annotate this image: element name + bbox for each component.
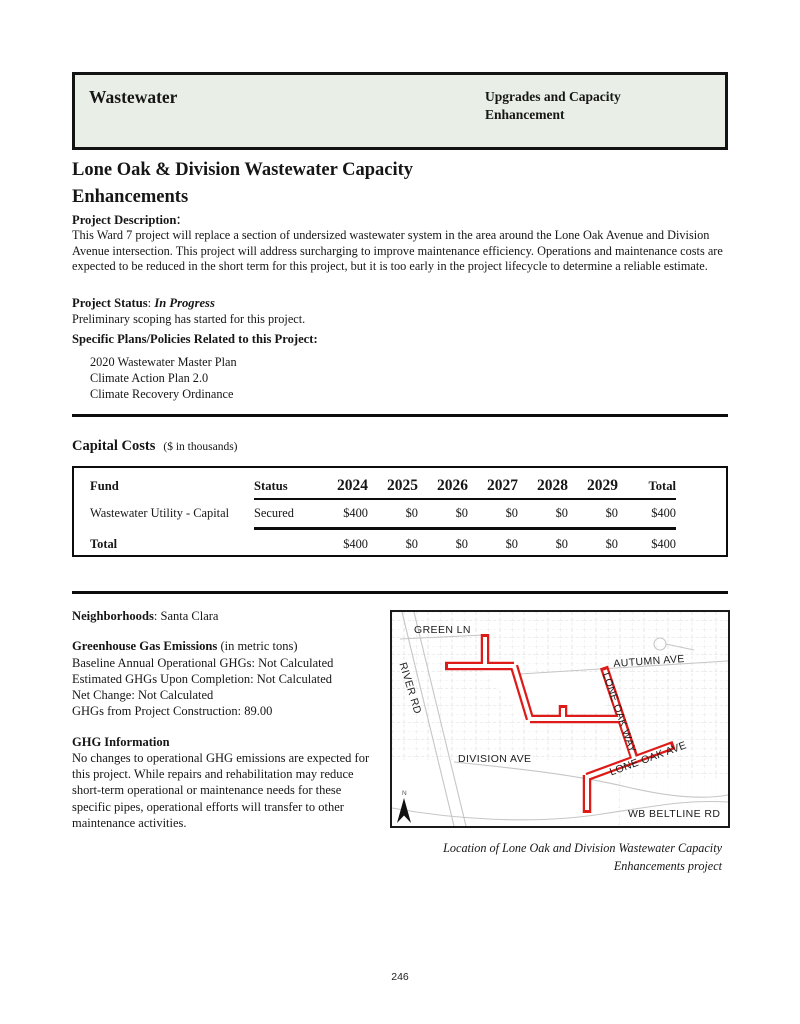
header-box: Wastewater Upgrades and Capacity Enhance…	[72, 72, 728, 150]
project-status-value: In Progress	[154, 296, 215, 310]
total-value: $0	[455, 537, 468, 551]
total-label: Total	[90, 537, 118, 551]
location-map: GREEN LN RIVER RD AUTUMN AVE LONE OAK WA…	[390, 610, 730, 828]
neighborhoods-label: Neighborhoods	[72, 609, 154, 623]
ghg-line: GHGs from Project Construction: 89.00	[72, 704, 273, 718]
column-header-year: 2024	[337, 477, 368, 494]
plan-item: Climate Action Plan 2.0	[90, 371, 209, 385]
fund-value: $0	[405, 506, 418, 520]
ghg-info-text: No changes to operational GHG emissions …	[72, 751, 370, 830]
fund-value: $0	[555, 506, 568, 520]
map-label-north: N	[402, 790, 407, 797]
capital-costs-subtitle: ($ in thousands)	[163, 441, 238, 453]
column-header-year: 2027	[487, 477, 518, 494]
page-title: Lone Oak & Division Wastewater Capacity …	[72, 160, 414, 207]
total-value: $400	[343, 537, 368, 551]
ghg-line: Net Change: Not Calculated	[72, 688, 214, 702]
column-header-year: 2025	[387, 477, 418, 494]
page-number: 246	[391, 971, 409, 983]
project-status-line: Project Status: In Progress	[72, 296, 215, 310]
fund-name: Wastewater Utility - Capital	[90, 506, 230, 520]
column-header-status: Status	[254, 479, 288, 493]
project-status-note: Preliminary scoping has started for this…	[72, 312, 306, 326]
plans-label: Specific Plans/Policies Related to this …	[72, 332, 318, 346]
north-arrow-icon	[397, 798, 411, 823]
map-graphic	[392, 612, 728, 826]
fund-value: $0	[505, 506, 518, 520]
column-header-fund: Fund	[90, 479, 119, 493]
column-header-year: 2028	[537, 477, 568, 494]
neighborhoods-value: Santa Clara	[160, 609, 219, 623]
plan-item: Climate Recovery Ordinance	[90, 387, 234, 401]
fund-value: $0	[605, 506, 618, 520]
total-value: $0	[555, 537, 568, 551]
project-description-label: Project Description:	[72, 211, 181, 228]
fund-value: $0	[455, 506, 468, 520]
ghg-line: Baseline Annual Operational GHGs: Not Ca…	[72, 656, 334, 670]
fund-value: $400	[343, 506, 368, 520]
column-header-total: Total	[648, 479, 676, 493]
column-header-year: 2026	[437, 477, 468, 494]
fund-row-total: $400	[651, 506, 676, 520]
column-header-year: 2029	[587, 477, 618, 494]
project-status-label: Project Status	[72, 296, 148, 310]
table-row: Wastewater Utility - Capital Secured $40…	[90, 506, 726, 530]
section-divider	[72, 591, 728, 594]
table-header-row: Fund Status 2024 2025 2026 2027 2028 202…	[90, 477, 726, 500]
total-value: $0	[505, 537, 518, 551]
fund-status: Secured	[254, 506, 294, 520]
project-route-highlight	[445, 634, 676, 813]
neighborhoods-line: Neighborhoods: Santa Clara	[72, 609, 219, 623]
table-total-row: Total $400 $0 $0 $0 $0 $0 $400	[90, 537, 726, 552]
map-label-wb-beltline-rd: WB BELTLINE RD	[628, 808, 721, 820]
ghg-emissions-heading: Greenhouse Gas Emissions (in metric tons…	[72, 639, 298, 653]
project-description-text: This Ward 7 project will replace a secti…	[72, 228, 723, 274]
plan-item: 2020 Wastewater Master Plan	[90, 355, 237, 369]
section-divider	[72, 414, 728, 417]
map-label-green-ln: GREEN LN	[414, 624, 471, 636]
map-label-division-ave: DIVISION AVE	[458, 753, 532, 765]
capital-costs-title: Capital Costs	[72, 438, 156, 454]
total-value: $0	[605, 537, 618, 551]
capital-costs-table: Fund Status 2024 2025 2026 2027 2028 202…	[72, 466, 728, 557]
capital-costs-heading: Capital Costs ($ in thousands)	[72, 438, 238, 455]
total-grand: $400	[651, 537, 676, 551]
map-caption: Location of Lone Oak and Division Wastew…	[443, 841, 722, 873]
ghg-units: (in metric tons)	[220, 639, 298, 653]
ghg-info-heading: GHG Information	[72, 735, 170, 749]
header-category: Wastewater	[89, 87, 178, 107]
total-value: $0	[405, 537, 418, 551]
header-subcategory: Upgrades and Capacity Enhancement	[485, 89, 621, 122]
ghg-line: Estimated GHGs Upon Completion: Not Calc…	[72, 672, 333, 686]
